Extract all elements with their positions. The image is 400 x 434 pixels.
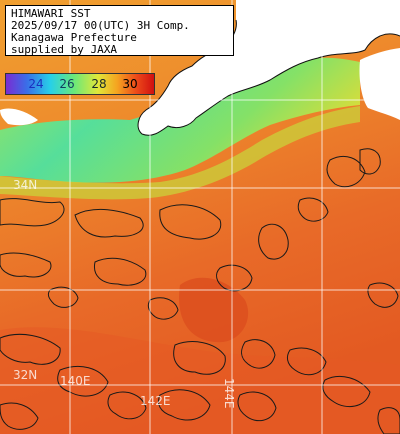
lat-label-34n: 34N: [13, 178, 38, 192]
legend-tick-24: 24: [28, 77, 44, 91]
land-mass: [138, 0, 400, 136]
lon-label-142e: 142E: [140, 394, 171, 408]
temperature-legend: 24 26 28 30: [5, 73, 155, 95]
legend-gradient: [6, 74, 154, 94]
caption-prefecture: Kanagawa Prefecture: [11, 31, 137, 44]
caption-datetime: 2025/09/17 00(UTC) 3H Comp.: [11, 19, 190, 32]
legend-tick-26: 26: [59, 77, 75, 91]
warm-core-patch: [179, 277, 249, 343]
peninsula: [0, 108, 38, 126]
lon-label-140e: 140E: [60, 374, 91, 388]
lon-label-144e: 144E: [222, 378, 236, 409]
warm-lower-patch: [0, 327, 400, 434]
caption-box: HIMAWARI SST 2025/09/17 00(UTC) 3H Comp.…: [5, 5, 234, 56]
caption-title: HIMAWARI SST: [11, 7, 91, 20]
yellow-coastal-band: [0, 106, 360, 200]
legend-tick-30: 30: [122, 77, 138, 91]
caption-supplier: supplied by JAXA: [11, 43, 117, 56]
legend-tick-28: 28: [91, 77, 107, 91]
coastline: [137, 19, 400, 136]
land-mass-right: [359, 48, 400, 120]
lat-label-32n: 32N: [13, 368, 38, 382]
